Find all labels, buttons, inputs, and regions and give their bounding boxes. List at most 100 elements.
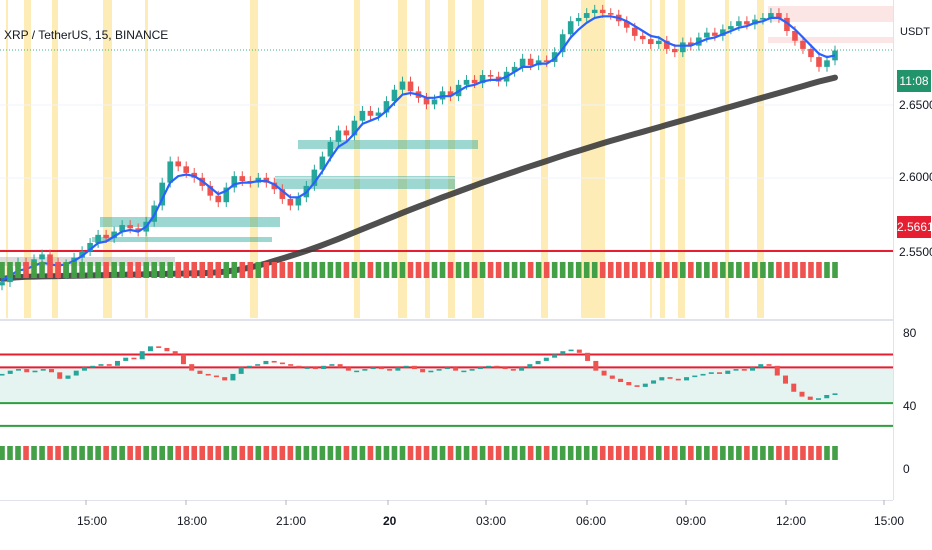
candle-body[interactable] bbox=[704, 32, 710, 38]
candle-body[interactable] bbox=[0, 282, 5, 286]
candle-body[interactable] bbox=[519, 58, 526, 67]
candle-body[interactable] bbox=[712, 32, 718, 36]
candle-body[interactable] bbox=[816, 57, 822, 67]
candle-body[interactable] bbox=[175, 161, 182, 167]
osc-trend-bar bbox=[696, 446, 702, 460]
osc-candle bbox=[684, 377, 690, 381]
osc-trend-bar bbox=[551, 446, 558, 460]
candle-body[interactable] bbox=[688, 42, 694, 46]
candle-body[interactable] bbox=[479, 75, 486, 84]
candle-body[interactable] bbox=[744, 21, 750, 25]
candle-body[interactable] bbox=[79, 251, 85, 258]
candle-body[interactable] bbox=[335, 130, 342, 142]
candle-body[interactable] bbox=[111, 231, 117, 239]
candle-body[interactable] bbox=[672, 48, 678, 53]
candle-body[interactable] bbox=[559, 34, 566, 53]
candle-body[interactable] bbox=[399, 81, 406, 90]
candle-body[interactable] bbox=[760, 17, 766, 20]
candle-body[interactable] bbox=[343, 130, 350, 136]
candle-body[interactable] bbox=[631, 27, 638, 36]
candle-body[interactable] bbox=[423, 97, 430, 105]
candle-body[interactable] bbox=[623, 21, 630, 28]
candle-body[interactable] bbox=[487, 75, 494, 77]
candle-body[interactable] bbox=[511, 66, 518, 72]
osc-trend-bar bbox=[359, 446, 366, 460]
trend-bar bbox=[215, 262, 222, 278]
candle-body[interactable] bbox=[127, 225, 133, 229]
osc-trend-bar bbox=[607, 446, 614, 460]
osc-candle bbox=[296, 365, 302, 368]
candle-body[interactable] bbox=[327, 141, 334, 157]
candle-body[interactable] bbox=[599, 9, 606, 14]
candle-body[interactable] bbox=[776, 13, 782, 18]
candle-body[interactable] bbox=[720, 29, 726, 36]
osc-candle bbox=[180, 354, 186, 365]
osc-trend-bar bbox=[7, 446, 13, 460]
candle-body[interactable] bbox=[655, 40, 662, 45]
candle-body[interactable] bbox=[808, 48, 814, 58]
candle-body[interactable] bbox=[215, 195, 222, 203]
time-tick-0300: 03:00 bbox=[476, 514, 507, 528]
candle-body[interactable] bbox=[639, 35, 646, 40]
candle-body[interactable] bbox=[95, 234, 101, 243]
candle-body[interactable] bbox=[471, 79, 478, 84]
candle-body[interactable] bbox=[47, 254, 53, 263]
candle-body[interactable] bbox=[183, 166, 190, 173]
candle-body[interactable] bbox=[543, 60, 550, 62]
trend-bar bbox=[95, 262, 101, 278]
candle-body[interactable] bbox=[431, 99, 438, 105]
candle-body[interactable] bbox=[784, 17, 790, 31]
candle-body[interactable] bbox=[527, 58, 534, 66]
candle-body[interactable] bbox=[375, 112, 382, 116]
osc-trend-bar bbox=[479, 446, 486, 460]
candle-body[interactable] bbox=[167, 161, 174, 183]
candle-body[interactable] bbox=[135, 228, 141, 232]
candle-body[interactable] bbox=[119, 225, 125, 232]
candle-body[interactable] bbox=[271, 182, 278, 190]
candle-body[interactable] bbox=[239, 176, 246, 182]
candle-body[interactable] bbox=[351, 120, 358, 136]
candle-body[interactable] bbox=[728, 26, 734, 30]
candle-body[interactable] bbox=[311, 169, 318, 186]
candle-body[interactable] bbox=[663, 40, 670, 49]
candle-body[interactable] bbox=[447, 91, 454, 97]
session-highlight bbox=[52, 0, 58, 318]
trend-bar bbox=[760, 262, 766, 278]
candle-body[interactable] bbox=[207, 185, 214, 196]
candle-body[interactable] bbox=[567, 21, 574, 35]
candle-body[interactable] bbox=[736, 21, 742, 27]
candle-body[interactable] bbox=[295, 197, 302, 206]
candle-body[interactable] bbox=[231, 176, 238, 188]
candle-body[interactable] bbox=[463, 79, 470, 85]
candle-body[interactable] bbox=[87, 242, 93, 252]
candle-body[interactable] bbox=[103, 234, 109, 239]
candle-body[interactable] bbox=[680, 42, 686, 53]
candle-body[interactable] bbox=[39, 254, 45, 260]
trend-bar bbox=[808, 262, 814, 278]
candle-body[interactable] bbox=[583, 13, 590, 18]
candle-body[interactable] bbox=[407, 81, 414, 92]
candle-body[interactable] bbox=[159, 182, 165, 206]
candle-body[interactable] bbox=[279, 189, 286, 199]
candle-body[interactable] bbox=[391, 89, 398, 102]
osc-candle bbox=[354, 370, 360, 373]
candle-body[interactable] bbox=[367, 110, 374, 116]
candle-body[interactable] bbox=[223, 187, 230, 203]
trend-bar bbox=[399, 262, 406, 278]
osc-candle bbox=[593, 360, 599, 371]
osc-trend-bar bbox=[623, 446, 630, 460]
candle-body[interactable] bbox=[575, 17, 582, 22]
candle-body[interactable] bbox=[792, 30, 798, 41]
candle-body[interactable] bbox=[768, 13, 774, 18]
candle-body[interactable] bbox=[319, 156, 326, 170]
trend-bar bbox=[191, 262, 198, 278]
candle-body[interactable] bbox=[800, 40, 806, 49]
candle-body[interactable] bbox=[359, 110, 366, 121]
candle-body[interactable] bbox=[824, 60, 830, 67]
candle-body[interactable] bbox=[591, 9, 598, 14]
candle-body[interactable] bbox=[383, 101, 390, 113]
candle-body[interactable] bbox=[287, 198, 294, 206]
candle-body[interactable] bbox=[647, 39, 654, 45]
candle-body[interactable] bbox=[607, 13, 614, 15]
